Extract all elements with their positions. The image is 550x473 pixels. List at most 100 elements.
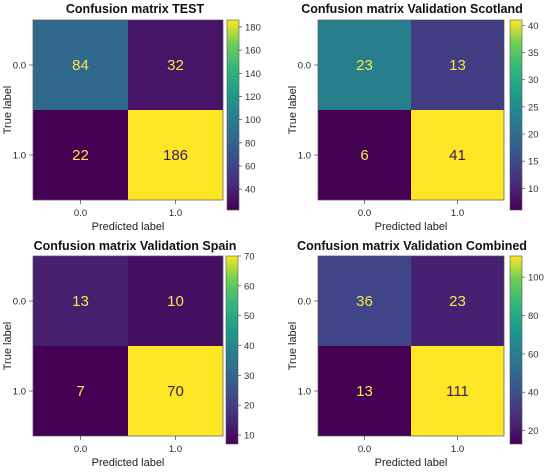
y-tick-label: 1.0 — [298, 387, 311, 398]
cell-value-label: 111 — [446, 383, 469, 400]
cell-value-label: 7 — [76, 383, 84, 400]
colorbar-tick-label: 20 — [528, 130, 539, 141]
cell-value-label: 13 — [356, 383, 373, 400]
matrix-frame — [32, 19, 224, 201]
x-axis-label: Predicted label — [375, 221, 448, 233]
colorbar-tick-label: 80 — [245, 138, 256, 149]
colorbar — [225, 255, 239, 445]
y-tick-label: 1.0 — [13, 387, 26, 398]
y-tick-label: 1.0 — [13, 151, 26, 162]
cell-value-label: 84 — [72, 57, 89, 74]
cell-value-label: 32 — [167, 57, 184, 74]
colorbar-tick-label: 60 — [528, 349, 539, 360]
y-tick-label: 0.0 — [298, 297, 311, 308]
colorbar-tick-label: 60 — [245, 161, 256, 172]
cell-value-label: 41 — [449, 147, 466, 164]
colorbar-tick-label: 20 — [528, 426, 539, 437]
colorbar-tick-label: 100 — [245, 115, 261, 126]
matrix-cell — [33, 346, 128, 436]
colorbar — [509, 255, 523, 445]
matrix-cell — [33, 110, 128, 200]
colorbar-tick-label: 100 — [528, 273, 544, 284]
x-tick-label: 1.0 — [169, 444, 182, 455]
y-axis-label: True label — [2, 322, 14, 371]
matrix-cell — [128, 346, 223, 436]
cell-value-label: 23 — [356, 57, 373, 74]
x-tick-label: 0.0 — [74, 208, 87, 219]
colorbar-tick-label: 120 — [245, 92, 261, 103]
y-tick-label: 1.0 — [298, 151, 311, 162]
matrix-cell — [128, 20, 223, 110]
matrix-cell — [318, 256, 411, 346]
panel-title: Confusion matrix TEST — [66, 2, 205, 16]
x-axis-label: Predicted label — [92, 221, 165, 233]
colorbar-tick-label: 40 — [528, 388, 539, 399]
matrix-frame — [317, 19, 505, 201]
colorbar-tick-label: 70 — [244, 252, 255, 263]
colorbar-tick-label: 40 — [528, 21, 539, 32]
matrix-frame — [317, 255, 505, 437]
matrix-cell — [411, 110, 504, 200]
cell-value-label: 70 — [167, 383, 184, 400]
colorbar-tick-label: 10 — [528, 184, 539, 195]
y-tick-label: 0.0 — [13, 61, 26, 72]
cell-value-label: 13 — [72, 293, 89, 310]
x-tick-label: 0.0 — [74, 444, 87, 455]
colorbar-tick-label: 50 — [244, 311, 255, 322]
cell-value-label: 22 — [72, 147, 89, 164]
matrix-cell — [318, 346, 411, 436]
matrix-cell — [318, 20, 411, 110]
colorbar — [226, 19, 240, 211]
colorbar-tick-label: 160 — [245, 46, 261, 57]
colorbar-tick-label: 30 — [244, 371, 255, 382]
matrix-cell — [411, 20, 504, 110]
panel-title: Confusion matrix Validation Combined — [297, 239, 527, 253]
x-tick-label: 1.0 — [169, 208, 182, 219]
matrix-cell — [33, 256, 128, 346]
matrix-cell — [128, 110, 223, 200]
colorbar-tick-label: 60 — [244, 281, 255, 292]
confusion-matrix-panel-4: Confusion matrix Validation Combined 36 23… — [287, 239, 544, 469]
colorbar-tick-label: 40 — [245, 185, 256, 196]
confusion-matrix-panel-3: Confusion matrix Validation Spain 13 10 7 70… — [2, 239, 255, 469]
cell-value-label: 186 — [163, 147, 188, 164]
colorbar — [509, 19, 523, 211]
x-tick-label: 0.0 — [358, 444, 371, 455]
colorbar-tick-label: 35 — [528, 48, 539, 59]
matrix-cell — [33, 20, 128, 110]
matrix-cell — [411, 256, 504, 346]
y-axis-label: True label — [287, 86, 299, 135]
x-tick-label: 1.0 — [451, 444, 464, 455]
y-axis-label: True label — [287, 322, 299, 371]
x-axis-label: Predicted label — [92, 457, 165, 469]
colorbar-tick-label: 40 — [244, 341, 255, 352]
cell-value-label: 23 — [449, 293, 466, 310]
colorbar-tick-label: 180 — [245, 22, 261, 33]
panel-title: Confusion matrix Validation Spain — [34, 239, 237, 253]
cell-value-label: 13 — [449, 57, 466, 74]
colorbar-tick-label: 80 — [528, 311, 539, 322]
confusion-matrix-panel-2: Confusion matrix Validation Scotland 23 13… — [287, 2, 539, 233]
x-tick-label: 0.0 — [358, 208, 371, 219]
matrix-cell — [411, 346, 504, 436]
matrix-cell — [318, 110, 411, 200]
matrix-cell — [128, 256, 223, 346]
matrix-frame — [32, 255, 224, 437]
confusion-matrix-panel-1: Confusion matrix TEST 84 32 22 186 0.0 1.0 0.0 1… — [2, 2, 261, 233]
panel-title: Confusion matrix Validation Scotland — [301, 2, 523, 16]
colorbar-tick-label: 30 — [528, 75, 539, 86]
cell-value-label: 6 — [360, 147, 368, 164]
y-axis-label: True label — [2, 86, 14, 135]
colorbar-tick-label: 140 — [245, 69, 261, 80]
x-tick-label: 1.0 — [451, 208, 464, 219]
cell-value-label: 10 — [167, 293, 184, 310]
colorbar-tick-label: 25 — [528, 102, 539, 113]
colorbar-tick-label: 15 — [528, 157, 539, 168]
x-axis-label: Predicted label — [375, 457, 448, 469]
y-tick-label: 0.0 — [13, 297, 26, 308]
colorbar-tick-label: 10 — [244, 431, 255, 442]
cell-value-label: 36 — [356, 293, 373, 310]
colorbar-tick-label: 20 — [244, 401, 255, 412]
y-tick-label: 0.0 — [298, 61, 311, 72]
